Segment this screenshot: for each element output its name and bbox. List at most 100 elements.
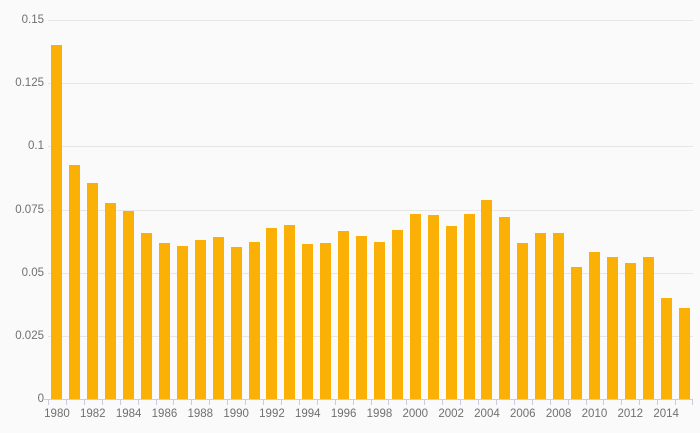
x-tick-label: 2006	[509, 408, 536, 420]
x-tick-mark	[137, 399, 139, 405]
bar-1984[interactable]	[123, 210, 135, 399]
x-tick-label: 2014	[653, 408, 679, 420]
bar-2013[interactable]	[642, 256, 654, 399]
bar-2004[interactable]	[481, 200, 493, 399]
y-tick-label: 0.15	[21, 14, 44, 26]
y-tick-label: 0	[37, 393, 44, 405]
bar-1990[interactable]	[230, 246, 242, 399]
y-tick-mark	[43, 399, 48, 400]
bar-2009[interactable]	[571, 266, 583, 399]
bar-2015[interactable]	[678, 308, 690, 399]
x-tick-mark	[298, 399, 300, 405]
bar-2002[interactable]	[445, 226, 457, 399]
x-tick-label: 1986	[151, 408, 178, 420]
bar-1994[interactable]	[302, 243, 314, 399]
x-tick-mark	[513, 399, 515, 405]
x-tick-mark	[585, 399, 587, 405]
y-tick-label: 0.125	[15, 77, 44, 90]
x-tick-mark	[48, 399, 49, 405]
x-tick-mark	[657, 399, 659, 405]
x-tick-label: 1984	[115, 408, 142, 420]
bar-2001[interactable]	[427, 214, 439, 399]
x-tick-mark	[567, 399, 569, 405]
x-tick-mark	[692, 399, 693, 405]
x-tick-mark	[442, 399, 444, 405]
x-tick-mark	[316, 399, 318, 405]
x-tick-mark	[621, 399, 623, 405]
x-tick-mark	[495, 399, 497, 405]
x-tick-mark	[478, 399, 479, 405]
x-tick-mark	[245, 399, 247, 405]
x-tick-mark	[263, 399, 264, 405]
bar-1986[interactable]	[158, 242, 170, 399]
x-tick-mark	[155, 399, 157, 405]
bar-1996[interactable]	[338, 231, 350, 399]
gridline-y-0.15	[48, 20, 693, 21]
x-tick-label: 1998	[366, 408, 393, 420]
bar-1993[interactable]	[284, 224, 296, 399]
x-tick-mark	[675, 399, 677, 405]
bar-1999[interactable]	[391, 230, 403, 399]
x-tick-mark	[65, 399, 67, 405]
x-tick-mark	[83, 399, 85, 405]
x-tick-mark	[334, 399, 336, 405]
x-tick-mark	[424, 399, 426, 405]
bar-1997[interactable]	[356, 235, 368, 399]
bar-1987[interactable]	[176, 245, 188, 399]
x-tick-label: 2008	[545, 408, 572, 420]
x-tick-label: 1988	[187, 408, 214, 420]
bar-2008[interactable]	[553, 232, 565, 399]
y-axis: 0 0.025 0.05 0.075 0.1 0.125 0.15	[0, 0, 48, 433]
bar-2007[interactable]	[535, 232, 547, 399]
x-tick-label: 2004	[474, 408, 500, 420]
x-tick-label: 2000	[402, 408, 429, 420]
x-tick-label: 1996	[330, 408, 357, 420]
x-tick-label: 2012	[617, 408, 644, 420]
bar-1988[interactable]	[194, 239, 206, 399]
x-tick-mark	[173, 399, 175, 405]
x-tick-label: 2010	[581, 408, 608, 420]
bar-2011[interactable]	[606, 256, 618, 399]
x-tick-label: 1990	[223, 408, 249, 420]
x-tick-mark	[370, 399, 372, 405]
bar-2003[interactable]	[463, 213, 475, 399]
bar-1982[interactable]	[87, 183, 99, 399]
bar-2012[interactable]	[624, 262, 636, 399]
x-axis: 1980 1982 1984 1986 1988 1990 1992 1994 1996 1998…	[44, 399, 693, 433]
gridline-y-0.05	[48, 272, 693, 274]
x-tick-label: 1982	[79, 408, 106, 420]
x-tick-mark	[549, 399, 551, 405]
x-tick-mark	[603, 399, 605, 405]
plot-area	[48, 20, 693, 400]
x-tick-mark	[280, 399, 282, 405]
bar-2014[interactable]	[660, 297, 672, 399]
x-tick-mark	[460, 399, 462, 405]
x-tick-mark	[388, 399, 390, 405]
bar-1981[interactable]	[69, 165, 81, 399]
x-tick-mark	[191, 399, 193, 405]
gridline-y-0.075	[48, 209, 693, 211]
bar-1998[interactable]	[373, 241, 385, 399]
bar-1995[interactable]	[320, 242, 332, 399]
bar-2010[interactable]	[588, 251, 600, 399]
bar-1989[interactable]	[212, 236, 224, 399]
x-tick-label: 2002	[438, 408, 464, 420]
bar-2005[interactable]	[499, 216, 511, 399]
y-tick-label: 0.05	[21, 266, 44, 279]
y-tick-label: 0.075	[15, 203, 44, 216]
y-tick-label: 0.025	[15, 329, 44, 342]
x-tick-label: 1992	[259, 408, 285, 420]
bar-1985[interactable]	[141, 232, 153, 399]
x-tick-mark	[101, 399, 103, 405]
bar-1991[interactable]	[248, 241, 260, 399]
x-tick-mark	[406, 399, 408, 405]
bar-1992[interactable]	[266, 228, 278, 399]
bar-2006[interactable]	[517, 242, 529, 399]
x-tick-mark	[227, 399, 229, 405]
bar-1983[interactable]	[105, 203, 117, 399]
y-tick-label: 0.1	[28, 140, 44, 153]
bar-1980[interactable]	[51, 45, 63, 399]
gridline-y-0.025	[48, 335, 693, 337]
bar-2000[interactable]	[409, 213, 421, 399]
